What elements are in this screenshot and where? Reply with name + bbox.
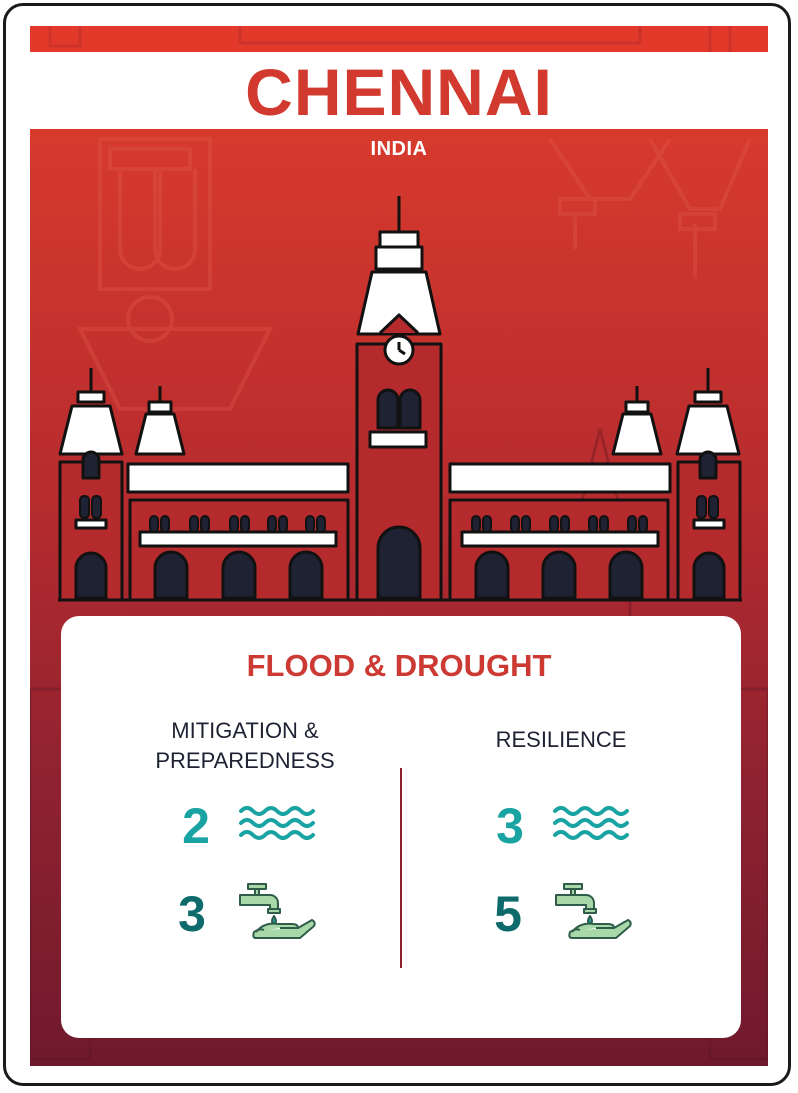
faucet-hand-icon [239, 883, 316, 939]
country-label: INDIA [370, 138, 428, 160]
resilience-flood-score: 3 [496, 798, 524, 854]
mitigation-heading: MITIGATION & PREPAREDNESS [130, 716, 360, 776]
resilience-drought-score: 5 [494, 886, 522, 942]
water-waves-icon [239, 806, 315, 840]
top-color-band [30, 26, 768, 52]
resilience-heading: RESILIENCE [495, 727, 627, 752]
hazard-title: FLOOD & DROUGHT [246, 648, 552, 683]
chennai-central-building-icon [58, 196, 742, 602]
city-title: CHENNAI [245, 55, 553, 129]
faucet-hand-icon [555, 883, 632, 939]
mitigation-heading-line1: MITIGATION & [171, 718, 319, 743]
band-pattern [48, 26, 732, 52]
mitigation-flood-score: 2 [182, 798, 210, 854]
mitigation-drought-score: 3 [178, 886, 206, 942]
mitigation-heading-line2: PREPAREDNESS [155, 748, 335, 773]
column-divider [400, 768, 402, 968]
water-waves-icon [553, 806, 629, 840]
